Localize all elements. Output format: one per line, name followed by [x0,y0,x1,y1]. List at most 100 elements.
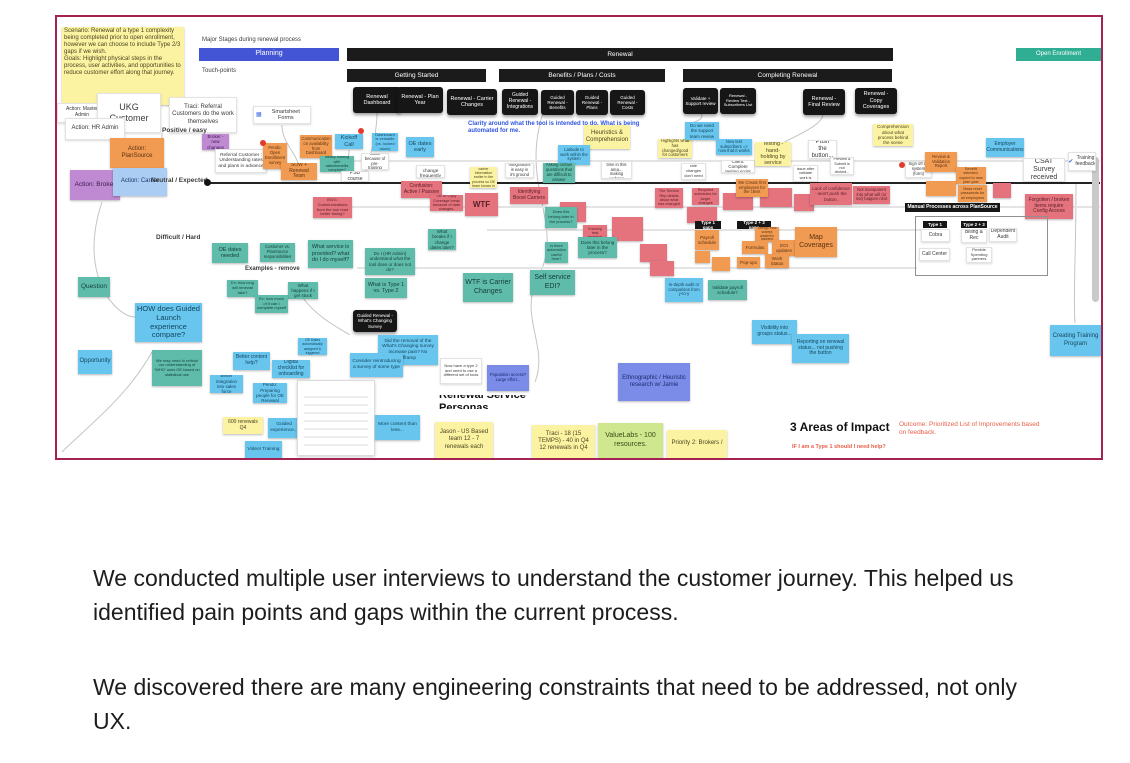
chip-label: Type 2 + 3 [961,221,987,228]
open-enrollment-bar: Open Enrollment [1016,48,1101,61]
sticky-note: Kickoff Call [335,134,363,149]
process-card: Dependent Audit [989,228,1017,242]
actor-card: Traci: Referral Customers do the work th… [169,97,237,133]
sticky-note: Not transparent into what will (or not) … [853,186,890,204]
red-dot [260,140,266,146]
sticky-note: PSU course [341,171,369,182]
manual-processes-box [915,216,1048,276]
sticky-note: HOW does Guided Launch experience compar… [135,303,202,342]
sticky-note: Majority of time in this area... making … [601,161,632,179]
sticky-note: Did the removal of the What's Changing s… [378,335,438,365]
stage-card: Guided Renewal - Integrations [502,89,538,115]
sticky-note: Guided Renewal - What's Changing Survey [353,310,397,332]
red-dot [358,128,364,134]
stage-card: Guided Renewal - Benefits [541,90,574,115]
sticky-note: What service is provided? what do I do m… [308,240,353,268]
persona-note: Traci - 18 (15 TEMPS) - 40 in Q4 12 rene… [532,425,595,458]
sticky-note: Latitude to work within the system [558,145,590,165]
sticky-note: Required schedules for larger changes [692,188,719,205]
sticky-note: Dates change frequently [416,165,445,178]
sticky-note [926,181,956,196]
sticky-note: Benefit selected, copied to new plan yea… [956,167,986,184]
persona-note: ValueLabs - 100 resources. [598,423,663,458]
stage-card: Renewal - Review Test - Subscribers List [720,88,756,114]
sticky-note [723,193,753,210]
stage-card: Renewal - Copy Coverages [855,88,897,114]
sticky-note: Pendo: Preparing people for OE Renewal [253,383,287,403]
sticky-note: Ex: how long will renewal take? [227,280,258,297]
outcome-text: Outcome: Prioritized List of Improvement… [899,421,1040,436]
sticky-note: Consider reintroducing a survey of some … [350,353,403,377]
chip-label: Type 1 [923,221,947,228]
personas-heading: Renewal Service Personas [439,395,526,409]
sticky-note: OE dates early [406,137,434,157]
sticky-note [612,217,643,241]
persona-note: Priority 2: Brokers / [667,430,727,458]
renewal-bar: Renewal [347,48,893,61]
chip-label: Type 2 + 3 gaps [737,221,771,229]
sticky-note: We Create first employees for the client [736,179,768,197]
caption-paragraph-1: We conducted multiple user interviews to… [93,565,1014,625]
sticky-note: Better content help? [233,352,270,370]
sticky-note: Validate payroll schedule? [708,280,747,300]
timeline-start-dot [204,179,211,186]
stage-card: Guided Renewal - Plans [576,90,608,115]
sticky-note: New test subscribers => now that it work… [716,139,752,155]
sticky-note: Work Status [765,254,789,268]
sticky-note: Ideally starting with rates/benefits com… [320,156,354,172]
smartsheet-forms-card-icon: ▦ [256,112,262,118]
sticky-note: Employer Communications [986,138,1024,157]
sticky-note: What breaks if I change dates later? [428,229,456,250]
getting-started-bar: Getting Started [347,69,486,82]
actor-note: Action: Carrier [113,168,167,196]
sticky-note: Preview & Submit is not clicked... [830,157,854,175]
planning-bar: Planning [199,48,339,61]
sticky-note: 600 renewals Q4 [223,417,263,434]
sticky-note: Formulas [742,241,768,254]
stage-card: Renewal Dashboard [353,87,401,113]
sticky-note [687,207,717,223]
sticky-note: #1 Goal: get carrier information earlier… [470,167,497,188]
major-stages-label: Major Stages during renewal process [202,37,302,44]
timeline-faint [357,267,917,269]
sticky-note: Payroll schedule [695,230,719,250]
axis-label: Positive / easy [162,126,207,134]
caption-paragraph-2: We discovered there are many engineering… [93,674,1017,734]
sticky-note: Video! Training [245,441,282,458]
scenario-note: Scenario: Renewal of a type 1 complexity… [62,27,184,105]
stage-card: Guided Renewal - Costs [610,90,645,115]
sticky-note: Pendo: Open Enrollment survey [263,143,287,169]
stage-card: Renewal - Final Review [803,89,845,115]
stage-card: Validate + Support review [683,88,718,114]
process-card: Flexible Spending partners [966,247,992,263]
sticky-note: Population access? Large effort... [487,365,529,391]
sticky-note: Guided experience... [268,418,300,438]
stage-card: Renewal - Plan Year [397,87,443,113]
impact-heading: 3 Areas of Impact [790,420,890,435]
sticky-note [650,261,674,276]
sticky-note: Forgotten / broken items require Config … [1025,194,1073,219]
sticky-note: CSAT Survey received [1023,158,1065,182]
benefits-bar: Benefits / Plans / Costs [499,69,665,82]
sticky-note: What happens if I get stuck [288,282,318,299]
sticky-note [695,251,710,263]
impact-subtext: IF I am a Type 1 should I need help? [792,443,886,450]
sticky-note: Comprehension about what process behind … [873,124,913,146]
sticky-note: The Service Rep details about what has c… [655,188,683,208]
sticky-note: Digital checklist for onboarding [272,360,310,378]
timeline-main [207,182,1100,184]
sticky-note: Asking certain questions that are diffic… [543,163,575,183]
journey-map-screenshot: Scenario: Renewal of a type 1 complexity… [55,15,1103,460]
sticky-note [760,188,792,207]
sticky-note: Broker - new changes [202,134,229,150]
sticky-note: In-depth audit or comparison from y-to-y [665,278,703,302]
manual-processes-label: Manual Processes across PlanSource [905,203,1000,212]
sticky-note [794,194,814,211]
sticky-note: Simple rate changes don't need support [681,163,706,180]
smartsheet-forms-card: ▦ Smartsheet Forms [253,106,311,124]
sticky-note [640,244,667,262]
process-card: Call Center [919,248,950,261]
sticky-note: SOW + Renewal Team [281,163,317,180]
sticky-note: Push the button... [808,140,837,159]
sticky-note: OE Dates automatically assigned & trigge… [298,338,327,355]
